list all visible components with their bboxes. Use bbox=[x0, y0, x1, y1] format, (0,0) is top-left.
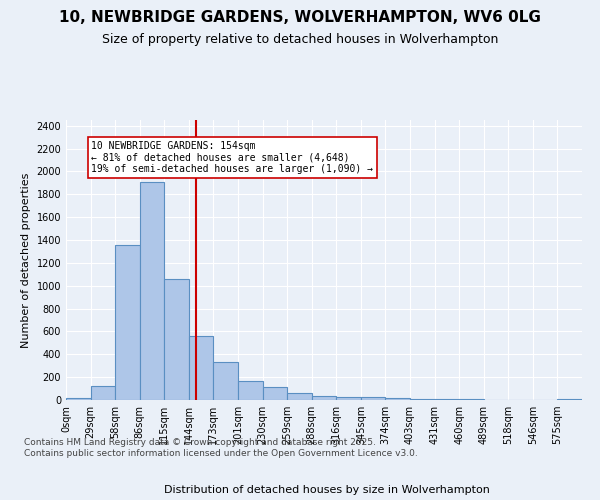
Bar bbox=[361, 397, 385, 400]
Bar bbox=[287, 393, 312, 400]
Bar bbox=[336, 397, 361, 400]
Bar bbox=[312, 396, 336, 400]
Bar bbox=[140, 182, 164, 400]
Text: Distribution of detached houses by size in Wolverhampton: Distribution of detached houses by size … bbox=[164, 485, 490, 495]
Bar bbox=[385, 398, 410, 400]
Y-axis label: Number of detached properties: Number of detached properties bbox=[21, 172, 31, 348]
Bar bbox=[557, 399, 582, 400]
Text: 10, NEWBRIDGE GARDENS, WOLVERHAMPTON, WV6 0LG: 10, NEWBRIDGE GARDENS, WOLVERHAMPTON, WV… bbox=[59, 10, 541, 25]
Bar bbox=[164, 280, 189, 400]
Bar bbox=[214, 362, 238, 400]
Bar bbox=[238, 380, 263, 400]
Bar bbox=[189, 336, 214, 400]
Bar bbox=[91, 386, 115, 400]
Text: 10 NEWBRIDGE GARDENS: 154sqm
← 81% of detached houses are smaller (4,648)
19% of: 10 NEWBRIDGE GARDENS: 154sqm ← 81% of de… bbox=[91, 140, 373, 174]
Bar bbox=[115, 244, 140, 400]
Text: Size of property relative to detached houses in Wolverhampton: Size of property relative to detached ho… bbox=[102, 32, 498, 46]
Bar bbox=[66, 398, 91, 400]
Bar bbox=[263, 388, 287, 400]
Text: Contains HM Land Registry data © Crown copyright and database right 2025.
Contai: Contains HM Land Registry data © Crown c… bbox=[24, 438, 418, 458]
Bar bbox=[410, 399, 434, 400]
